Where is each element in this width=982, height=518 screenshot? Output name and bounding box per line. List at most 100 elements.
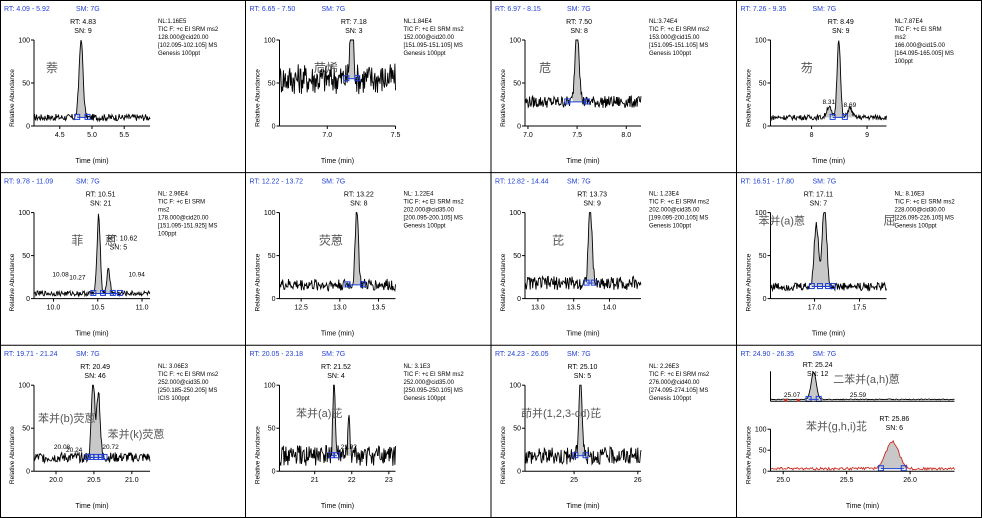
peak-sn-label: SN: 46 (84, 373, 106, 380)
chromatogram-panel: RT: 12.22 - 13.72 SM: 7G Relative Abundanc… (250, 179, 465, 338)
red-marker (796, 398, 800, 402)
y-tick-label: 0 (763, 296, 767, 303)
nl-info-line: 276.000@cid40.00 (649, 380, 700, 386)
peak-sn-label: SN: 9 (74, 28, 92, 35)
x-tick-label: 7.5 (391, 132, 401, 139)
integration-marker (808, 283, 815, 290)
x-tick-label: 25.5 (840, 477, 854, 484)
nl-info-line: TIC F: +c EI SRM ms2 (649, 200, 710, 206)
peak-rt-label: RT: 7.18 (341, 19, 367, 26)
compound-name: 茚并(1,2,3-cd)芘 (521, 406, 601, 420)
nl-info-line: NL: 2.26E3 (649, 364, 680, 370)
nl-info-line: TIC F: +c EI SRM (158, 200, 205, 206)
x-tick-label: 14.0 (603, 305, 617, 312)
x-axis-title: Time (min) (566, 158, 599, 165)
nl-info-line: NL: 1.23E4 (649, 192, 680, 198)
nl-info-line: TIC F: +c EI SRM ms2 (404, 27, 465, 33)
chromatogram-trace (33, 213, 151, 298)
y-tick-label: 0 (272, 124, 276, 131)
nl-info-line: ms2 (158, 208, 170, 214)
peak-area-fill (834, 40, 843, 118)
minor-peak-label: 10.94 (129, 272, 146, 279)
y-tick-label: 50 (268, 81, 276, 88)
nl-info-line: NL:7.87E4 (895, 19, 924, 25)
chromatogram-panel: RT: 6.97 - 8.15 SM: 7G Relative Abundance 7… (495, 6, 710, 165)
nl-info-line: [250.185-250.205] MS (158, 388, 217, 394)
y-tick-label: 0 (763, 469, 767, 476)
x-tick-label: 11.0 (135, 305, 148, 312)
nl-info-line: 252.000@cid35.00 (404, 380, 455, 386)
chromatogram-trace (33, 39, 151, 123)
nl-info-line: Genesis 100ppt (158, 51, 200, 57)
nl-info-line: NL: 3.1E3 (404, 364, 431, 370)
y-axis-title: Relative Abundance (746, 253, 753, 311)
smoothing-label: SM: 7G (322, 6, 346, 13)
peak-rt-label: RT: 13.73 (577, 192, 607, 199)
peak-sn-label: SN: 3 (345, 28, 363, 35)
compound-name: 芴 (801, 60, 813, 75)
x-tick-label: 12.5 (294, 305, 308, 312)
compound-name: 苊烯 (314, 61, 338, 75)
nl-info-line: [151.095-151.925] MS (158, 224, 217, 230)
chromatogram-trace (524, 212, 642, 291)
peak2-rt-label: RT: 10.62 (107, 236, 137, 243)
bottom-compound-name: 苯并(g,h,i)苝 (806, 419, 867, 433)
y-tick-label: 0 (763, 124, 767, 131)
smoothing-label: SM: 7G (567, 6, 591, 13)
compound-name: 苊 (539, 61, 551, 75)
nl-info-line: NL:3.74E4 (649, 19, 678, 25)
y-tick-label: 0 (26, 124, 30, 131)
smoothing-label: SM: 7G (567, 179, 591, 186)
minor-peak-label: 20.72 (102, 444, 119, 451)
nl-info-line: TIC F: +c EI SRM ms2 (404, 200, 465, 206)
x-tick-label: 13.5 (567, 305, 581, 312)
minor-peak-label: 21.92 (341, 444, 358, 451)
y-tick-label: 0 (517, 296, 521, 303)
rt-range-label: RT: 12.82 - 14.44 (495, 179, 549, 186)
chromatogram-panel: RT: 9.78 - 11.09 SM: 7G Relative Abundance… (4, 179, 217, 338)
compound-name-2: 蒽 (105, 234, 117, 248)
chromatogram-trace (524, 39, 642, 109)
peak-rt-label: RT: 10.51 (86, 192, 116, 199)
peak-rt-label: RT: 17.11 (804, 192, 833, 199)
y-tick-label: 100 (18, 38, 30, 45)
y-tick-label: 0 (272, 469, 276, 476)
integration-marker (583, 279, 590, 286)
nl-info-line: 228.000@cid30.00 (895, 208, 946, 214)
peak-rt-label: RT: 20.49 (80, 364, 110, 371)
integration-marker (829, 283, 836, 290)
y-tick-label: 50 (759, 253, 767, 260)
y-axis-title: Relative Abundance (255, 426, 262, 484)
integration-marker (328, 452, 335, 459)
integration-marker (360, 281, 367, 288)
compound-name-2: 苯并(k)荧蒽 (108, 427, 165, 441)
y-tick-label: 50 (513, 253, 521, 260)
nl-info-line: [102.095-102.105] MS (158, 43, 217, 49)
nl-info-line: 252.000@cid35.00 (158, 380, 209, 386)
x-tick-label: 7.5 (572, 132, 582, 139)
y-axis-title: Relative Abundance (500, 253, 507, 311)
peak-area-fill (352, 212, 361, 285)
x-tick-label: 17.0 (808, 305, 822, 312)
y-tick-label: 0 (517, 469, 521, 476)
y-tick-label: 50 (22, 81, 30, 88)
nl-info-line: TIC F: +c EI SRM ms2 (404, 372, 465, 378)
nl-info-line: Genesis 100ppt (404, 51, 446, 57)
nl-info-line: 166.000@cid15.00 (895, 43, 946, 49)
x-tick-label: 25 (570, 477, 578, 484)
nl-info-line: Genesis 100ppt (649, 224, 691, 230)
peak-sn-label: SN: 4 (327, 373, 345, 380)
top-compound-name: 二苯并(a,h)蒽 (833, 372, 900, 386)
peak-area-fill (807, 372, 820, 400)
compound-name: 苯并(a)芘 (296, 406, 342, 420)
chromatogram-trace (770, 40, 887, 122)
compound-name: 荧蒽 (319, 234, 343, 248)
compound-name: 苯并(b)荧蒽 (38, 411, 95, 425)
y-tick-label: 0 (272, 296, 276, 303)
nl-info-line: 178.000@cid20.00 (158, 216, 209, 222)
peak-area-fill (823, 105, 835, 119)
nl-info-line: ms2 (895, 35, 907, 41)
peak-area-fill (818, 212, 830, 287)
rt-range-label: RT: 19.71 - 21.24 (4, 351, 58, 358)
